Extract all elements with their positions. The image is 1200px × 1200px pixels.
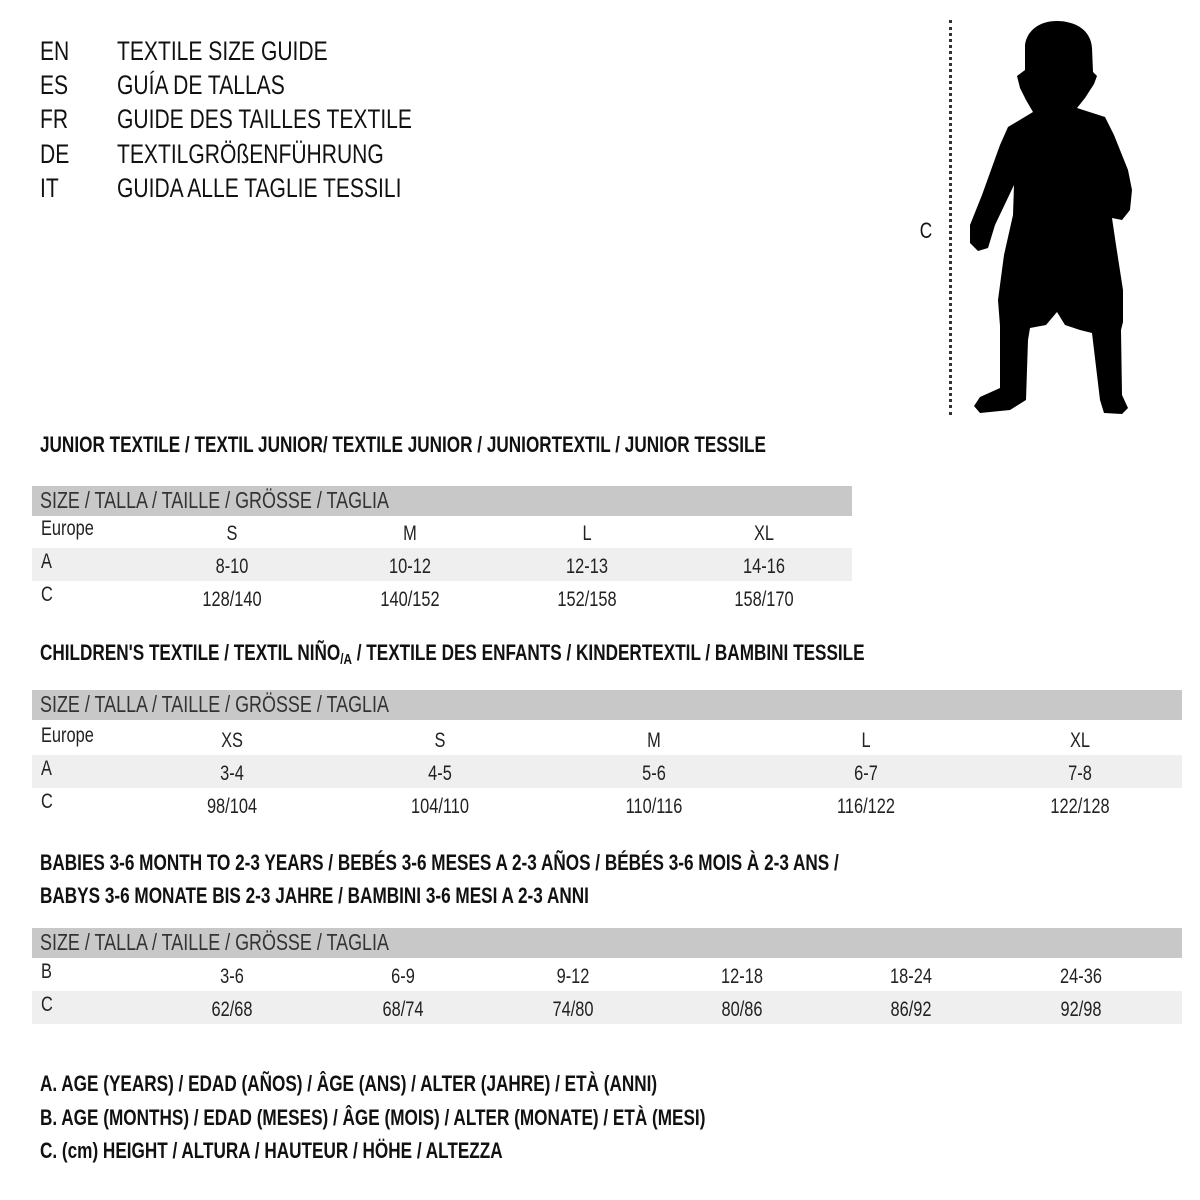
table-cell: 4-5 — [428, 762, 452, 785]
guide-title: GUÍA DE TALLAS — [117, 70, 285, 100]
height-label: C — [919, 218, 933, 243]
row-label: C — [41, 583, 53, 606]
size-header-band: SIZE / TALLA / TAILLE / GRÖSSE / TAGLIA — [32, 690, 1182, 720]
table-cell: 3-4 — [220, 762, 244, 785]
table-cell: 9-12 — [556, 965, 590, 988]
row-label: Europe — [41, 724, 94, 747]
section-title-line: BABIES 3-6 MONTH TO 2-3 YEARS / BEBÉS 3-… — [40, 850, 839, 875]
guide-title: TEXTILGRÖßENFÜHRUNG — [117, 139, 384, 169]
table-cell: 24-36 — [1060, 965, 1102, 988]
table-cell: 8-10 — [215, 555, 249, 578]
table-cell: M — [647, 729, 661, 752]
row-label: Europe — [41, 517, 94, 540]
section-title: JUNIOR TEXTILE / TEXTIL JUNIOR/ TEXTILE … — [40, 432, 766, 457]
table-cell: S — [434, 729, 446, 752]
row-label: A — [41, 757, 52, 780]
legend-line: A. AGE (YEARS) / EDAD (AÑOS) / ÂGE (ANS)… — [40, 1071, 658, 1096]
row-shading — [32, 548, 852, 581]
table-cell: 158/170 — [734, 588, 794, 611]
table-cell: 14-16 — [743, 555, 785, 578]
table-cell: XL — [753, 522, 775, 545]
table-cell: 86/92 — [890, 998, 932, 1021]
table-cell: 116/122 — [836, 795, 896, 818]
height-dotted-line — [949, 20, 952, 415]
table-cell: 104/110 — [410, 795, 470, 818]
table-cell: 10-12 — [389, 555, 431, 578]
table-cell: XS — [221, 729, 243, 752]
table-cell: 92/98 — [1060, 998, 1102, 1021]
language-code: IT — [40, 173, 59, 203]
row-label: C — [41, 790, 53, 813]
legend-line: C. (cm) HEIGHT / ALTURA / HAUTEUR / HÖHE… — [40, 1138, 503, 1163]
table-cell: 3-6 — [220, 965, 244, 988]
language-code: ES — [40, 70, 69, 100]
table-cell: 152/158 — [557, 588, 617, 611]
table-cell: 128/140 — [202, 588, 262, 611]
row-shading — [32, 991, 1182, 1024]
guide-title: GUIDE DES TAILLES TEXTILE — [117, 104, 412, 134]
row-label: C — [41, 993, 53, 1016]
table-cell: 74/80 — [552, 998, 594, 1021]
table-cell: 110/116 — [625, 795, 683, 818]
table-cell: S — [226, 522, 238, 545]
table-cell: XL — [1069, 729, 1091, 752]
child-silhouette-icon — [970, 21, 1132, 414]
size-header-band: SIZE / TALLA / TAILLE / GRÖSSE / TAGLIA — [32, 486, 852, 516]
language-code: EN — [40, 36, 70, 66]
language-code: DE — [40, 139, 70, 169]
guide-title: GUIDA ALLE TAGLIE TESSILI — [117, 173, 402, 203]
table-cell: 98/104 — [206, 795, 258, 818]
section-title: CHILDREN'S TEXTILE / TEXTIL NIÑO/A / TEX… — [40, 640, 865, 668]
table-cell: 122/128 — [1050, 795, 1110, 818]
table-cell: 6-9 — [391, 965, 415, 988]
size-header-band: SIZE / TALLA / TAILLE / GRÖSSE / TAGLIA — [32, 928, 1182, 958]
table-cell: 140/152 — [380, 588, 440, 611]
row-label: B — [41, 960, 52, 983]
table-cell: 7-8 — [1068, 762, 1092, 785]
table-cell: 18-24 — [890, 965, 932, 988]
guide-title: TEXTILE SIZE GUIDE — [117, 36, 328, 66]
table-cell: 68/74 — [382, 998, 424, 1021]
table-cell: 12-13 — [566, 555, 608, 578]
table-cell: M — [403, 522, 417, 545]
row-label: A — [41, 550, 52, 573]
language-code: FR — [40, 104, 69, 134]
section-title-line: BABYS 3-6 MONATE BIS 2-3 JAHRE / BAMBINI… — [40, 883, 589, 908]
table-cell: L — [861, 729, 871, 752]
table-cell: L — [582, 522, 592, 545]
row-shading — [32, 755, 1182, 788]
table-cell: 12-18 — [721, 965, 763, 988]
table-cell: 62/68 — [211, 998, 253, 1021]
table-cell: 5-6 — [642, 762, 666, 785]
table-cell: 6-7 — [854, 762, 878, 785]
legend-line: B. AGE (MONTHS) / EDAD (MESES) / ÂGE (MO… — [40, 1105, 706, 1130]
table-cell: 80/86 — [721, 998, 763, 1021]
